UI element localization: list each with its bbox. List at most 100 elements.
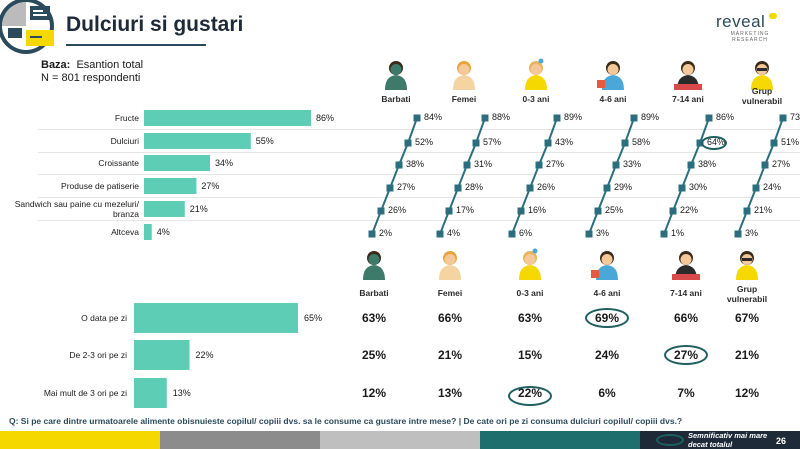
marker-barbati-sandwich-sau-paine-cu-mezeluri-branza [377, 207, 385, 215]
segment-icon-2-femei [439, 251, 461, 280]
segment-icon-2-barbati [363, 251, 385, 280]
segment-value-4-6-ani-altceva: 3% [596, 228, 610, 238]
base-n: N = 801 respondenti [41, 72, 141, 84]
segment-header-barbati: Barbati [381, 94, 411, 104]
marker-7-14-ani-sandwich-sau-paine-cu-mezeluri-branza [669, 207, 677, 215]
marker-4-6-ani-sandwich-sau-paine-cu-mezeluri-branza [594, 207, 602, 215]
significance-ring [701, 136, 727, 150]
marker-barbati-dulciuri [404, 139, 412, 147]
footer-question: Q: Si pe care dintre urmatoarele aliment… [9, 416, 683, 426]
segment-value-2-femei-de-2-3-ori-pe-zi: 21% [437, 348, 463, 362]
segment-value-grup-vulnerabil-fructe: 73% [790, 112, 800, 122]
segment-value-femei-sandwich-sau-paine-cu-mezeluri-branza: 17% [456, 205, 475, 215]
marker-4-6-ani-altceva [585, 230, 593, 238]
segment-value-4-6-ani-dulciuri: 58% [632, 137, 651, 147]
segment-header-2-7-14-ani: 7-14 ani [670, 288, 702, 298]
bar-dulciuri [144, 133, 251, 149]
significance-ring [508, 386, 552, 406]
section-icon [0, 0, 54, 54]
segment-value-2-femei-mai-mult-de-3-ori-pe-zi: 13% [437, 386, 463, 400]
marker-4-6-ani-dulciuri [621, 139, 629, 147]
segment-value-barbati-croissante: 38% [406, 159, 425, 169]
brand-mark-icon [769, 13, 777, 19]
value-label-altceva: 4% [156, 227, 170, 237]
marker-barbati-croissante [395, 161, 403, 169]
segment-value-2-4-6-ani-de-2-3-ori-pe-zi: 24% [594, 348, 620, 362]
segment-value-4-6-ani-fructe: 89% [641, 112, 660, 122]
page-number: 26 [776, 436, 787, 446]
value-label-mai-mult-de-3-ori-pe-zi: 13% [172, 388, 191, 398]
segment-value-2-0-3-ani-de-2-3-ori-pe-zi: 15% [517, 348, 543, 362]
marker-grup-vulnerabil-sandwich-sau-paine-cu-mezeluri-branza [743, 207, 751, 215]
segment-value-barbati-fructe: 84% [424, 112, 443, 122]
segment-value-grup-vulnerabil-altceva: 3% [745, 228, 759, 238]
segment-line-0-3-ani [511, 117, 558, 235]
bar-de-2-3-ori-pe-zi [134, 340, 190, 370]
segment-value-4-6-ani-croissante: 33% [623, 159, 642, 169]
category-label-croissante: Croissante [98, 158, 139, 168]
marker-femei-altceva [436, 230, 444, 238]
segment-value-0-3-ani-croissante: 27% [546, 159, 565, 169]
segment-value-barbati-dulciuri: 52% [415, 137, 434, 147]
title-underline [66, 44, 206, 46]
bar-croissante [144, 155, 211, 171]
significance-ring [664, 345, 708, 365]
segment-value-0-3-ani-produse-de-patiserie: 26% [537, 182, 556, 192]
base-value: Esantion total [76, 59, 144, 71]
marker-grup-vulnerabil-dulciuri [770, 139, 778, 147]
segment-value-2-4-6-ani-mai-mult-de-3-ori-pe-zi: 6% [598, 386, 616, 400]
segment-value-2-7-14-ani-mai-mult-de-3-ori-pe-zi: 7% [677, 386, 695, 400]
value-label-de-2-3-ori-pe-zi: 22% [195, 350, 214, 360]
segment-value-femei-altceva: 4% [447, 228, 461, 238]
footer-bar-grey [160, 431, 320, 449]
segment-header-2-femei: Femei [437, 288, 463, 298]
segment-value-2-barbati-o-data-pe-zi: 63% [361, 311, 387, 325]
segment-header-2-grup-vulnerabil: Grup vulnerabil [726, 284, 768, 304]
category-label-o-data-pe-zi: O data pe zi [81, 313, 127, 323]
segment-value-2-femei-o-data-pe-zi: 66% [437, 311, 463, 325]
brand-name: reveal [716, 12, 766, 31]
marker-femei-produse-de-patiserie [454, 184, 462, 192]
segment-value-femei-dulciuri: 57% [483, 137, 502, 147]
category-label-sandwich-sau-paine-cu-mezeluri-branza: Sandwich sau paine cu mezeluri/ branza [14, 199, 139, 219]
segment-value-2-grup-vulnerabil-mai-mult-de-3-ori-pe-zi: 12% [734, 386, 760, 400]
marker-4-6-ani-fructe [630, 114, 638, 122]
category-label-altceva: Altceva [111, 227, 139, 237]
segment-header-7-14-ani: 7-14 ani [672, 94, 704, 104]
footer-bar-teal [480, 431, 640, 449]
bar-fructe [144, 110, 311, 126]
segment-value-4-6-ani-sandwich-sau-paine-cu-mezeluri-branza: 25% [605, 205, 624, 215]
page-title: Dulciuri si gustari [66, 13, 244, 36]
segment-icon-2-0-3-ani [519, 248, 541, 280]
segment-header-grup-vulnerabil: Grup vulnerabil [741, 86, 783, 106]
value-label-fructe: 86% [316, 113, 335, 123]
segment-value-7-14-ani-altceva: 1% [671, 228, 685, 238]
marker-0-3-ani-altceva [508, 230, 516, 238]
marker-barbati-altceva [368, 230, 376, 238]
value-label-croissante: 34% [215, 158, 234, 168]
marker-7-14-ani-altceva [660, 230, 668, 238]
segment-line-barbati [371, 117, 418, 235]
marker-0-3-ani-croissante [535, 161, 543, 169]
marker-barbati-produse-de-patiserie [386, 184, 394, 192]
segment-value-0-3-ani-dulciuri: 43% [555, 137, 574, 147]
segment-icon-grup-vulnerabil [751, 61, 773, 90]
significance-ring [585, 308, 629, 328]
marker-femei-fructe [481, 114, 489, 122]
value-label-produse-de-patiserie: 27% [201, 181, 220, 191]
segment-value-2-barbati-mai-mult-de-3-ori-pe-zi: 12% [361, 386, 387, 400]
segment-value-femei-fructe: 88% [492, 112, 511, 122]
marker-0-3-ani-dulciuri [544, 139, 552, 147]
segment-icon-femei [453, 61, 475, 90]
segment-value-femei-croissante: 31% [474, 159, 493, 169]
marker-femei-croissante [463, 161, 471, 169]
bar-o-data-pe-zi [134, 303, 298, 333]
marker-7-14-ani-produse-de-patiserie [678, 184, 686, 192]
category-label-de-2-3-ori-pe-zi: De 2-3 ori pe zi [69, 350, 127, 360]
segment-value-0-3-ani-fructe: 89% [564, 112, 583, 122]
segment-value-grup-vulnerabil-produse-de-patiserie: 24% [763, 182, 782, 192]
sample-base: Baza: Esantion total N = 801 respondenti [41, 59, 143, 85]
segment-value-2-0-3-ani-o-data-pe-zi: 63% [517, 311, 543, 325]
base-label: Baza: [41, 59, 71, 71]
